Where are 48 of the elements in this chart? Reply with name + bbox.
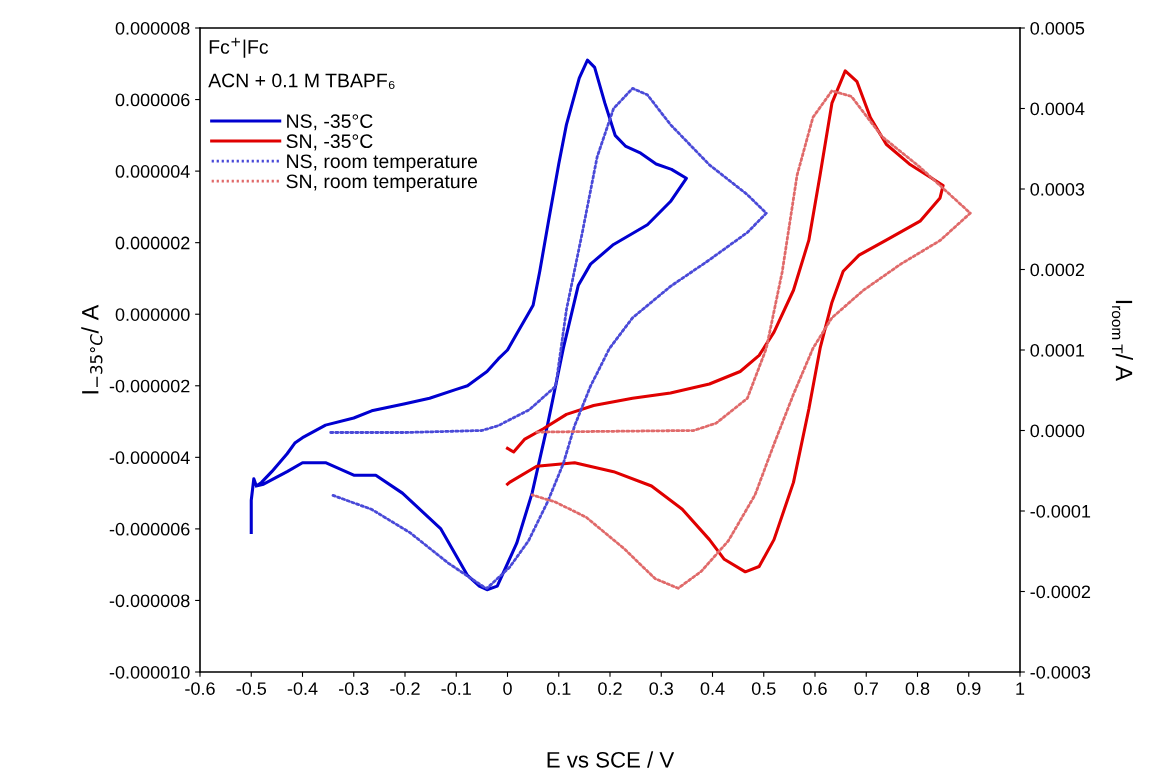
y-tick-label: 0.000008: [115, 21, 190, 35]
x-tick-label: 0.9: [956, 682, 981, 695]
line-series: [505, 69, 945, 574]
y2-tick-label: 0.0002: [1030, 263, 1085, 277]
y-tick-label: -0.000002: [109, 379, 190, 393]
x-tick-label: -0.2: [390, 682, 420, 695]
x-tick-label: -0.5: [236, 682, 267, 695]
x-tick-label: 0.2: [598, 682, 622, 695]
legend-label: NS, -35°C: [287, 114, 373, 131]
x-tick-label: -0.1: [441, 682, 471, 695]
y2-tick-label: 0.0005: [1030, 21, 1085, 35]
y-tick-label: -0.000010: [109, 665, 190, 679]
line-series: [530, 89, 972, 590]
y-tick-label: -0.000006: [109, 522, 190, 536]
legend-label: SN, room temperature: [286, 174, 478, 193]
x-tick-label: -0.4: [287, 682, 318, 695]
y2-tick-label: -0.0003: [1030, 665, 1091, 679]
x-tick-label: -0.6: [185, 682, 215, 695]
y2-tick-label: 0.0004: [1030, 102, 1085, 116]
y-tick-label: 0.000002: [115, 236, 190, 250]
y-tick-label: -0.000004: [109, 451, 190, 465]
y-axis-title: I$_{−35°C}$/ A: [81, 304, 103, 394]
legend-label: SN, -35°C: [286, 134, 373, 151]
x-tick-label: 0.8: [905, 682, 930, 695]
legend-label: NS, room temperature: [287, 154, 478, 172]
y-tick-label: -0.000008: [109, 594, 190, 608]
x-tick-label: 0.6: [803, 682, 827, 695]
x-tick-label: 1: [1016, 682, 1025, 695]
line-series: [249, 58, 688, 592]
x-tick-label: 0: [503, 682, 512, 695]
x-tick-label: 0.5: [751, 682, 776, 695]
x-tick-label: 0.7: [854, 682, 878, 695]
y2-tick-label: 0.0003: [1030, 182, 1085, 196]
annotation: ACN + 0.1 M TBAPF₆: [208, 73, 395, 89]
x-tick-label: 0.1: [546, 682, 571, 695]
y-tick-label: 0.000006: [115, 93, 190, 107]
x-tick-label: 0.3: [649, 682, 674, 695]
x-tick-label: -0.3: [339, 682, 369, 695]
y2-axis-title: Iroom T/ A: [1111, 300, 1134, 382]
x-axis-title: E vs SCE / V: [547, 751, 675, 768]
x-tick-label: 0.4: [700, 682, 725, 695]
y2-tick-label: -0.0002: [1030, 585, 1091, 599]
y2-tick-label: 0.0001: [1030, 343, 1085, 357]
y2-tick-label: -0.0001: [1030, 504, 1091, 518]
y-tick-label: 0.000000: [115, 308, 190, 321]
annotation: Fc$^{+}$|Fc: [209, 37, 269, 58]
y-tick-label: 0.000004: [115, 165, 190, 178]
y2-tick-label: 0.0000: [1030, 424, 1085, 438]
